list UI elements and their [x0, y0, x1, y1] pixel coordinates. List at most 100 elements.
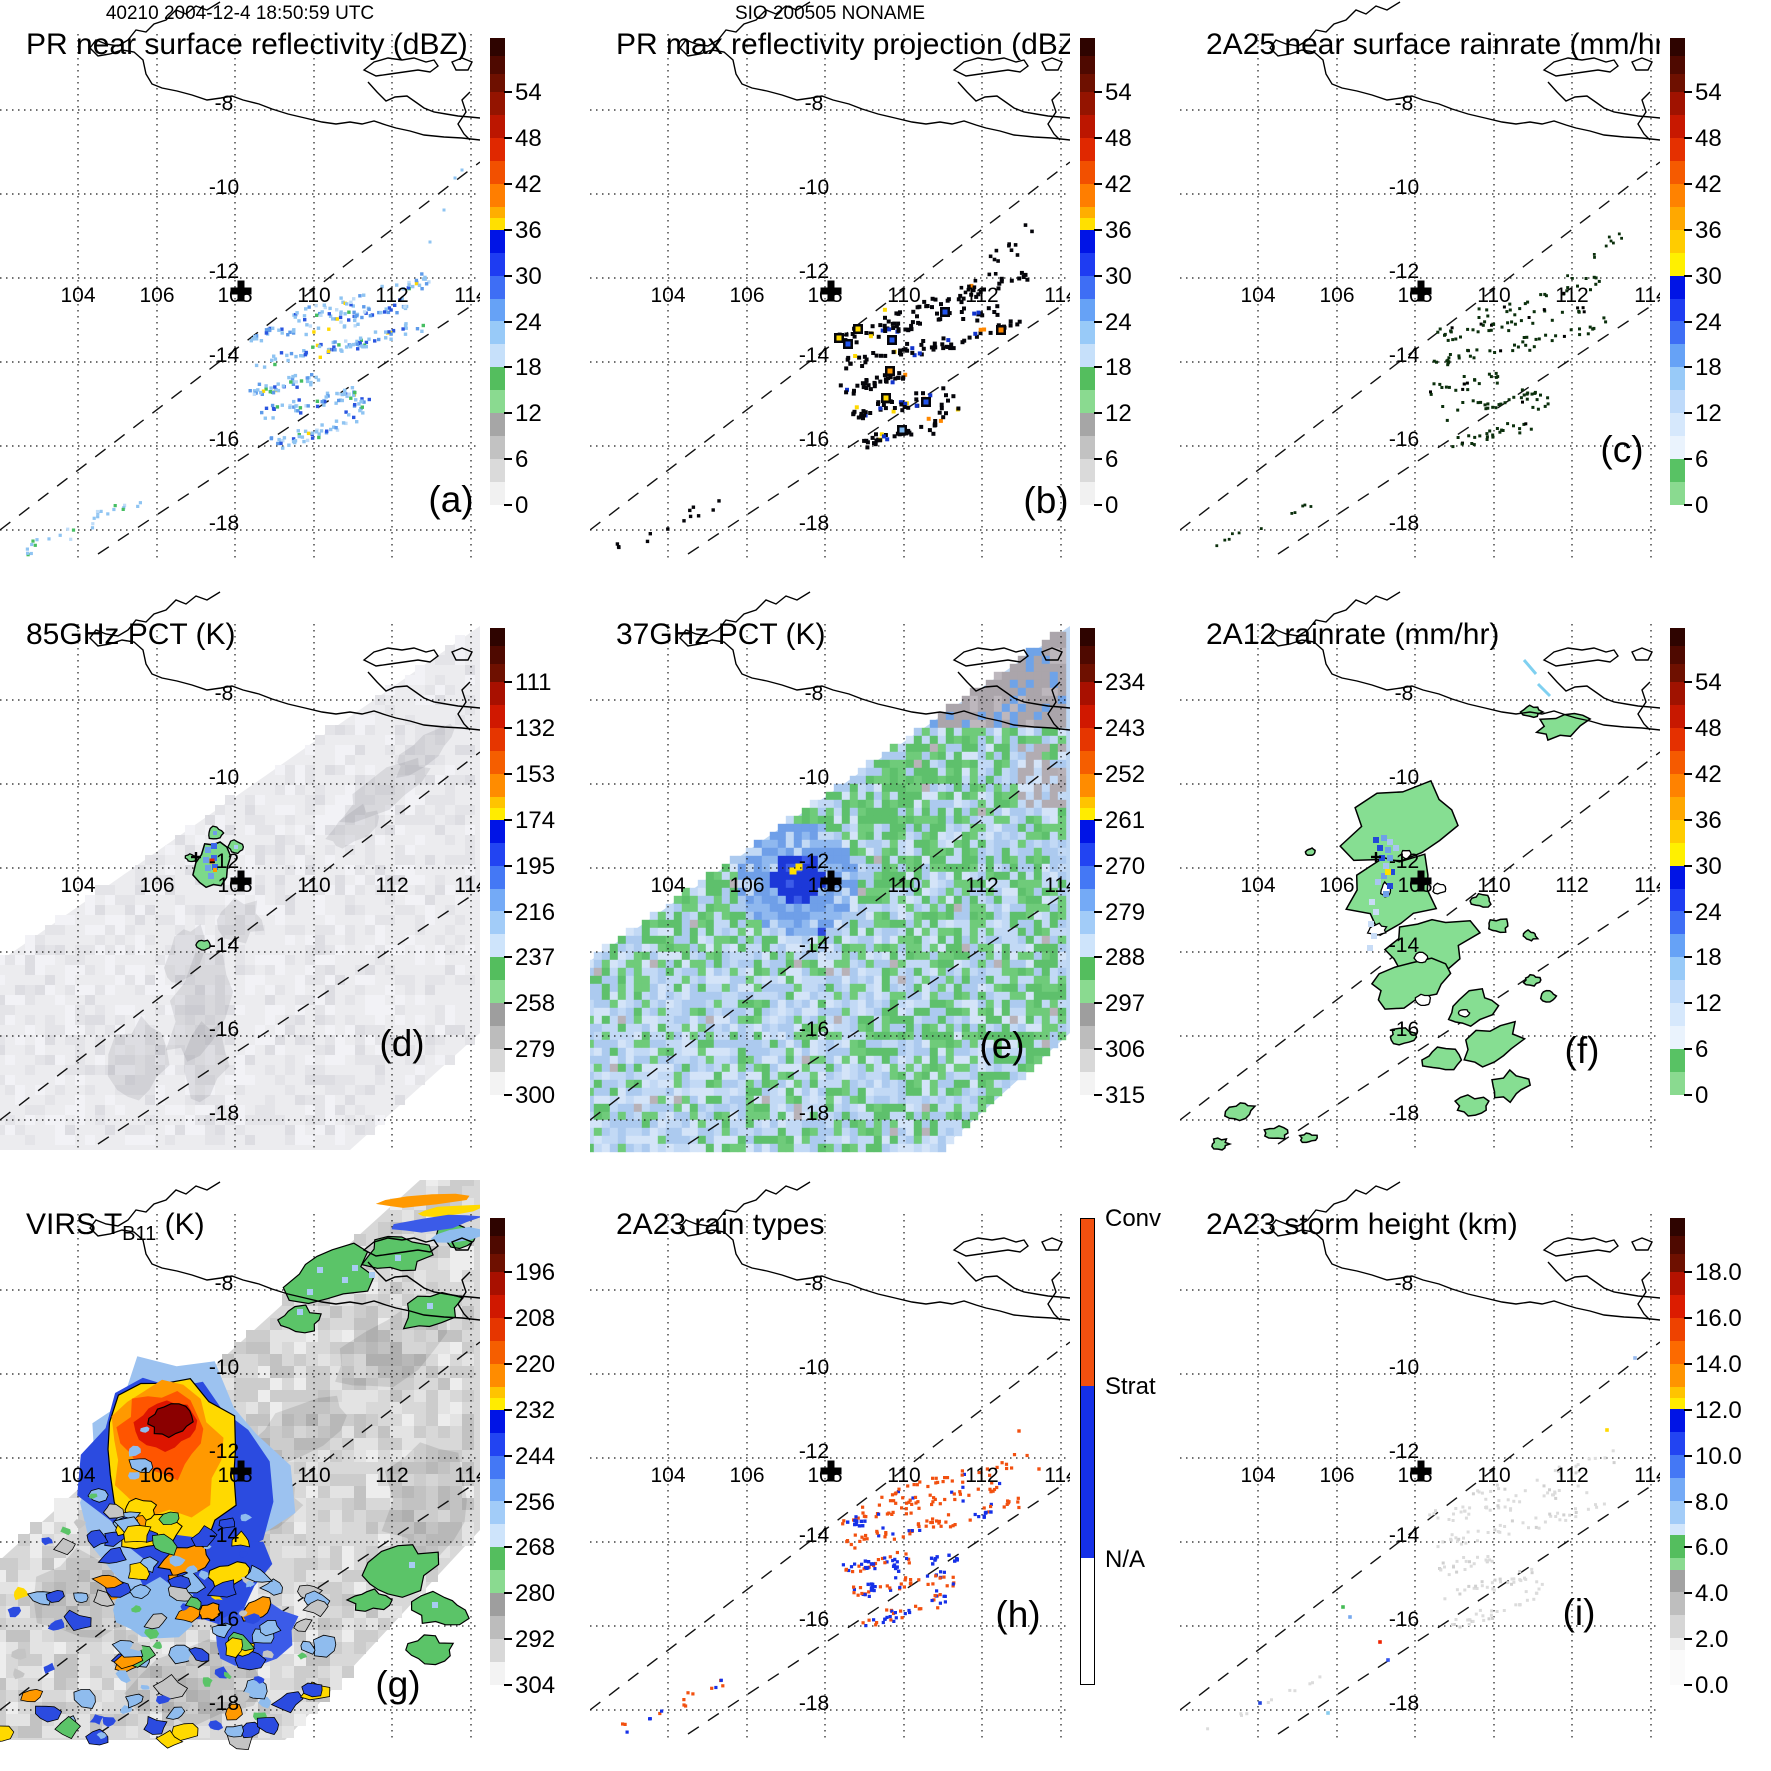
- colorbar-tick-mark: [1094, 228, 1102, 231]
- colorbar-tick-mark: [504, 1094, 512, 1096]
- colorbar-tick-mark: [1094, 504, 1102, 506]
- svg-text:-8: -8: [805, 92, 824, 115]
- colorbar-tick-label: 153: [515, 760, 556, 788]
- colorbar-tick-mark: [1094, 956, 1102, 959]
- colorbar-tick-mark: [1684, 1408, 1692, 1411]
- colorbar-tick-mark: [1684, 727, 1692, 730]
- colorbar-tick-label: 0: [1105, 492, 1119, 519]
- svg-text:-18: -18: [799, 1102, 829, 1125]
- colorbar-tick-label: 24: [1695, 308, 1722, 336]
- colorbar-tick-label: 30: [1695, 852, 1722, 880]
- svg-text:-12: -12: [209, 850, 239, 873]
- svg-text:104: 104: [1240, 874, 1275, 897]
- coastline: [1269, 1, 1660, 141]
- panel-letter: (h): [995, 1594, 1040, 1635]
- storm-center-cross: [230, 870, 252, 892]
- map-b: 104 106 108 110 112 114 -8 -10 -12 -14 -16 -18 PR ma…: [590, 1, 1070, 560]
- colorbar-d: [490, 628, 505, 1095]
- panel-title: PR near surface reflectivity (dBZ): [26, 28, 468, 61]
- colorbar-tick-mark: [1094, 182, 1102, 185]
- grid-labels: 104106108110112114-8-10-12-14-16-18: [60, 1272, 480, 1715]
- svg-text:114: 114: [1634, 874, 1660, 897]
- colorbar-tick-label: 30: [515, 262, 542, 290]
- colorbar-tick-mark: [1684, 182, 1692, 185]
- svg-text:110: 110: [887, 874, 920, 897]
- gridlines: [0, 624, 480, 1150]
- svg-text:112: 112: [965, 284, 998, 307]
- svg-text:-12: -12: [799, 850, 829, 873]
- colorbar-tick-mark: [504, 956, 512, 959]
- colorbar-tick-label: 6: [515, 446, 529, 474]
- storm-center-cross: [1410, 870, 1432, 892]
- swath-edge-lines: [0, 751, 480, 1145]
- colorbar-tick-mark: [1684, 458, 1692, 461]
- colorbar-tick-mark: [1094, 772, 1102, 775]
- svg-text:112: 112: [1555, 874, 1588, 897]
- map-d: 104 106 108 110 112 114 -8 -10 -12 -14 -16 -18 85GHz…: [0, 591, 480, 1150]
- svg-text:-8: -8: [215, 682, 234, 705]
- svg-text:106: 106: [1319, 874, 1354, 897]
- colorbar-tick-mark: [1094, 910, 1102, 913]
- colorbar-tick-mark: [1094, 320, 1102, 323]
- svg-text:106: 106: [1319, 284, 1354, 307]
- grid-labels: 104106108110112114-8-10-12-14-16-18: [650, 92, 1070, 535]
- colorbar-tick-mark: [504, 1362, 512, 1365]
- storm-center-cross: [820, 870, 842, 892]
- colorbar-tick-mark: [1684, 681, 1692, 684]
- colorbar-tick-mark: [1684, 864, 1692, 867]
- svg-text:112: 112: [1555, 284, 1588, 307]
- colorbar-tick-mark: [504, 274, 512, 277]
- colorbar-tick-label: Strat: [1105, 1373, 1156, 1401]
- svg-text:110: 110: [887, 284, 920, 307]
- svg-text:112: 112: [375, 874, 408, 897]
- svg-text:114: 114: [454, 874, 480, 897]
- colorbar-tick-label: 18: [1105, 354, 1132, 382]
- colorbar-tick-label: 6.0: [1695, 1534, 1729, 1562]
- colorbar-tick-label: 42: [1105, 170, 1132, 198]
- panel-title: 2A25 near surface rainrate (mm/hr): [1206, 28, 1660, 61]
- svg-text:114: 114: [454, 284, 480, 307]
- svg-text:-16: -16: [1389, 1018, 1419, 1041]
- svg-text:-18: -18: [799, 512, 829, 535]
- panel-title: 2A12 rainrate (mm/hr): [1206, 618, 1499, 651]
- colorbar-tick-mark: [1684, 1546, 1692, 1549]
- coastline: [1269, 591, 1660, 731]
- colorbar-tick-mark: [504, 1592, 512, 1595]
- colorbar-tick-mark: [1684, 1500, 1692, 1503]
- panel-d: 104 106 108 110 112 114 -8 -10 -12 -14 -16 -18 85GHz…: [0, 590, 590, 1180]
- colorbar-tick-label: 12: [1105, 400, 1132, 428]
- svg-text:-16: -16: [799, 428, 829, 451]
- svg-text:-18: -18: [209, 1102, 239, 1125]
- map-i: 104106108110112114-8-10-12-14-16-18 2A23 …: [1180, 1181, 1660, 1740]
- panel-a: 40210 2004-12-4 18:50:59 UTC 104 106 108 11…: [0, 0, 590, 590]
- map-f: 104 106 108 110 112 114 -8 -10 -12 -14 -16 -18 2A12 …: [1180, 591, 1660, 1151]
- svg-text:-10: -10: [1389, 176, 1419, 199]
- swath-edge-lines: [590, 1341, 1070, 1735]
- colorbar-tick-mark: [1094, 91, 1102, 94]
- gridlines: [590, 34, 1070, 560]
- colorbar-tick-label: 42: [515, 170, 542, 198]
- svg-text:-10: -10: [799, 176, 829, 199]
- colorbar-tick-label: 234: [1105, 669, 1146, 697]
- grid-labels: 104106108110112114-8-10-12-14-16-18: [60, 92, 480, 535]
- colorbar-tick-label: 306: [1105, 1036, 1146, 1064]
- svg-text:104: 104: [650, 284, 685, 307]
- svg-text:108: 108: [807, 284, 842, 307]
- colorbar-tick-label: 2.0: [1695, 1626, 1729, 1654]
- panel-letter: (c): [1600, 429, 1643, 470]
- panel-g: 104106108110112114-8-10-12-14-16-18 VIRS …: [0, 1180, 590, 1770]
- colorbar-tick-label: 288: [1105, 944, 1146, 972]
- coastline: [679, 591, 1070, 731]
- svg-text:108: 108: [1397, 874, 1432, 897]
- colorbar-tick-mark: [1094, 137, 1102, 140]
- colorbar-tick-mark: [504, 910, 512, 913]
- colorbar-tick-mark: [1684, 228, 1692, 231]
- colorbar-tick-label: 6: [1695, 446, 1709, 474]
- colorbar-tick-label: 232: [515, 1396, 556, 1424]
- colorbar-tick-mark: [504, 818, 512, 821]
- colorbar-tick-mark: [1684, 274, 1692, 277]
- coastline: [679, 1181, 1070, 1321]
- colorbar-tick-label: 18.0: [1695, 1259, 1742, 1287]
- colorbar-tick-mark: [1094, 366, 1102, 369]
- svg-text:-18: -18: [209, 512, 239, 535]
